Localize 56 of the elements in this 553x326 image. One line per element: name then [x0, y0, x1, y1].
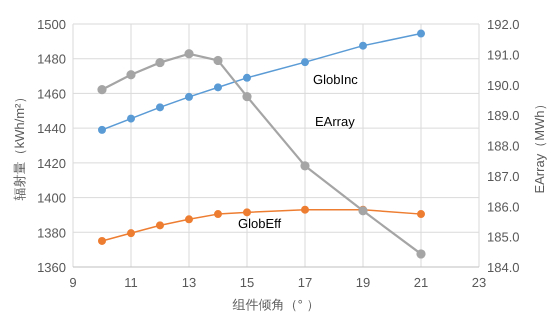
point [300, 161, 310, 170]
point [416, 249, 426, 259]
point [156, 221, 164, 230]
point [213, 56, 223, 66]
point [127, 229, 135, 238]
point [156, 103, 164, 112]
point [301, 206, 309, 214]
text: EArray [315, 114, 356, 129]
y2-axis-title: EArray（MWh） [532, 97, 547, 194]
y2-tick-label: 189.0 [487, 108, 520, 124]
point [359, 42, 367, 50]
y2-tick-label: 187.0 [487, 168, 520, 184]
point [242, 92, 252, 102]
x-tick-label: 21 [414, 275, 428, 290]
x-tick-label: 17 [298, 275, 312, 290]
x-tick-label: 19 [356, 275, 370, 290]
point [185, 92, 193, 101]
y-tick-label: 1420 [37, 156, 66, 171]
y-tick-label: 1480 [37, 52, 66, 67]
y2-tick-label: 192.0 [487, 17, 520, 32]
point [185, 215, 193, 224]
y-tick-label: 1460 [37, 86, 66, 102]
point [97, 85, 107, 94]
point [155, 58, 165, 68]
y-tick-label: 1500 [37, 17, 66, 32]
point [243, 208, 251, 216]
y-tick-label: 1400 [37, 190, 66, 206]
point [126, 70, 136, 80]
x-tick-label: 23 [472, 275, 486, 290]
x-axis-title: 组件倾角（° ） [232, 297, 320, 312]
x-tick-label: 15 [240, 275, 254, 290]
y2-tick-label: 190.0 [487, 78, 520, 93]
series-label: GlobEff [238, 216, 282, 232]
y2-tick-label: 188.0 [487, 138, 520, 154]
point [214, 210, 222, 218]
y-tick-label: 1440 [37, 121, 66, 136]
point [214, 83, 222, 92]
point [184, 49, 194, 58]
point [243, 74, 251, 82]
point [301, 58, 309, 66]
x-tick-label: 13 [182, 275, 196, 290]
y-axis-title: 辐射量（kWh/m²） [12, 90, 27, 200]
point [98, 236, 106, 245]
y2-tick-label: 186.0 [487, 199, 520, 214]
series-label: GlobInc [313, 72, 358, 88]
y2-tick-label: 185.0 [487, 230, 520, 245]
y2-tick-label: 184.0 [487, 260, 520, 275]
point [127, 114, 135, 123]
point [98, 126, 106, 134]
x-tick-label: 11 [124, 275, 138, 290]
y2-tick-label: 191.0 [487, 47, 520, 62]
point [417, 210, 425, 218]
point [417, 30, 425, 38]
y-tick-label: 1360 [37, 260, 66, 275]
x-tick-label: 9 [69, 275, 77, 290]
y-tick-label: 1380 [37, 225, 66, 240]
